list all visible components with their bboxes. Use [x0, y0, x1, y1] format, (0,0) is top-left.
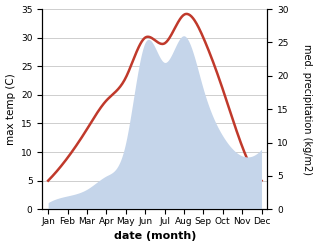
Y-axis label: med. precipitation (kg/m2): med. precipitation (kg/m2) — [302, 44, 313, 175]
Y-axis label: max temp (C): max temp (C) — [5, 73, 16, 145]
X-axis label: date (month): date (month) — [114, 231, 196, 242]
